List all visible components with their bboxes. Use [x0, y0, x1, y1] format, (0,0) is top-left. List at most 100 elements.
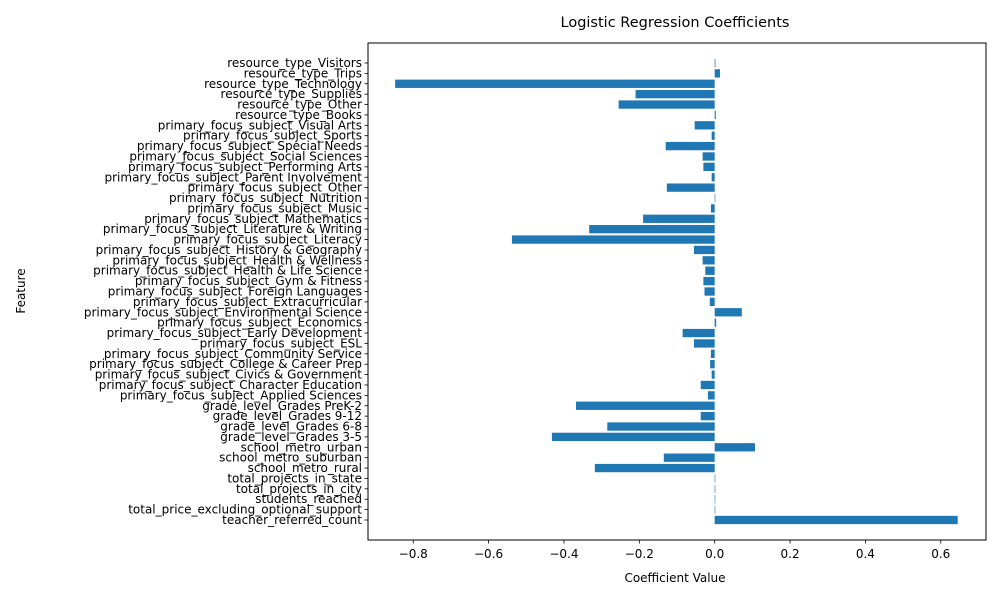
x-tick-label: 0.6: [931, 547, 950, 561]
bar: [714, 69, 720, 78]
bar: [714, 484, 716, 493]
x-tick-label: −0.8: [399, 547, 428, 561]
x-tick-label: −0.4: [549, 547, 578, 561]
y-tick-label: primary_focus_subject_Visual Arts: [158, 118, 362, 132]
y-tick-label: primary_focus_subject_Nutrition: [169, 191, 362, 205]
y-tick-label: grade_level_Grades 6-8: [220, 420, 362, 434]
y-tick-label: school_metro_urban: [241, 440, 362, 454]
y-tick-label: primary_focus_subject_Health & Life Scie…: [93, 264, 362, 278]
y-tick-label: teacher_referred_count: [222, 513, 362, 527]
y-axis-ticks: teacher_referred_counttotal_price_exclud…: [84, 56, 368, 527]
x-tick-label: 0.0: [705, 547, 724, 561]
y-tick-label: resource_type_Supplies: [221, 87, 362, 101]
y-tick-label: resource_type_Trips: [244, 66, 362, 80]
bar: [682, 328, 715, 338]
y-tick-label: resource_type_Other: [237, 98, 362, 112]
bar: [714, 58, 716, 68]
bar: [705, 266, 715, 275]
y-tick-label: primary_focus_subject_Foreign Languages: [108, 285, 362, 299]
x-tick-label: 0.2: [781, 547, 800, 561]
bar: [703, 162, 715, 172]
y-tick-label: primary_focus_subject_Community Service: [104, 347, 362, 361]
bar: [594, 463, 715, 473]
bar: [551, 432, 715, 442]
bar: [714, 443, 755, 452]
y-tick-label: resource_type_Books: [235, 108, 362, 122]
y-tick-label: primary_focus_subject_Mathematics: [144, 212, 362, 226]
bar: [576, 401, 715, 410]
bar: [710, 204, 715, 213]
bar: [607, 422, 715, 431]
y-tick-label: students_reached: [255, 492, 362, 506]
y-tick-label: primary_focus_subject_Health & Wellness: [112, 253, 362, 267]
bar: [710, 360, 715, 369]
bar-series: [395, 58, 958, 525]
y-tick-label: primary_focus_subject_Special Needs: [137, 139, 362, 153]
chart-title: Logistic Regression Coefficients: [561, 15, 790, 31]
bar: [589, 225, 715, 234]
bar: [704, 287, 715, 296]
bar: [714, 474, 716, 483]
bar: [635, 90, 715, 99]
y-tick-label: primary_focus_subject_Extracurricular: [133, 295, 362, 309]
bar: [663, 453, 715, 462]
bar: [702, 152, 715, 161]
bar: [711, 173, 715, 182]
y-tick-label: primary_focus_subject_Music: [187, 201, 362, 215]
y-tick-label: primary_focus_subject_Civics & Governmen…: [95, 368, 363, 382]
y-tick-label: resource_type_Visitors: [227, 56, 362, 70]
y-tick-label: primary_focus_subject_Early Development: [107, 326, 363, 340]
y-tick-label: primary_focus_subject_History & Geograph…: [96, 243, 362, 257]
x-tick-label: −0.6: [474, 547, 503, 561]
bar: [714, 495, 716, 504]
bar: [702, 256, 715, 265]
bar: [694, 121, 715, 130]
bar: [643, 214, 715, 223]
bar: [395, 79, 715, 88]
y-tick-label: primary_focus_subject_Gym & Fitness: [135, 274, 362, 288]
y-tick-label: primary_focus_subject_College & Career P…: [89, 357, 362, 371]
bar: [711, 131, 715, 140]
y-tick-label: primary_focus_subject_Literature & Writi…: [103, 222, 362, 236]
y-tick-label: primary_focus_subject_Environmental Scie…: [84, 305, 362, 319]
y-tick-label: primary_focus_subject_Economics: [157, 316, 362, 330]
y-tick-label: total_price_excluding_optional_support: [128, 503, 362, 517]
y-tick-label: grade_level_Grades PreK-2: [202, 399, 362, 413]
y-tick-label: primary_focus_subject_ESL: [200, 336, 363, 350]
y-tick-label: primary_focus_subject_Character Educatio…: [99, 378, 362, 392]
bar: [665, 141, 715, 151]
bar: [714, 505, 716, 514]
bar: [693, 245, 715, 255]
y-tick-label: primary_focus_subject_Literacy: [173, 233, 362, 247]
bar: [714, 193, 716, 203]
y-tick-label: primary_focus_subject_Performing Arts: [128, 160, 362, 174]
bar: [714, 308, 742, 317]
bar: [666, 183, 715, 192]
bar: [618, 100, 715, 109]
y-tick-label: primary_focus_subject_Parent Involvement: [105, 170, 363, 184]
x-axis-label: Coefficient Value: [624, 571, 725, 585]
bar: [693, 339, 715, 348]
y-tick-label: grade_level_Grades 3-5: [220, 430, 362, 444]
bar: [511, 235, 715, 244]
y-tick-label: total_projects_in_city: [236, 482, 362, 496]
x-tick-label: −0.2: [625, 547, 654, 561]
y-axis-label: Feature: [14, 268, 28, 313]
y-tick-label: grade_level_Grades 9-12: [213, 409, 362, 423]
bar: [700, 380, 715, 390]
plot-frame: [367, 42, 987, 541]
bar: [711, 370, 715, 379]
x-tick-label: 0.4: [856, 547, 875, 561]
bar: [703, 276, 715, 286]
y-tick-label: primary_focus_subject_Sports: [183, 129, 362, 143]
x-axis-ticks: −0.8 −0.6 −0.4 −0.2 0.0 0.2 0.4 0.6: [399, 540, 950, 561]
bar: [714, 318, 717, 327]
y-tick-label: primary_focus_subject_Social Sciences: [129, 149, 362, 163]
bar: [700, 411, 715, 421]
bar: [714, 515, 958, 525]
y-tick-label: school_metro_suburban: [219, 451, 362, 465]
bar: [709, 297, 715, 307]
bar: [710, 349, 715, 358]
